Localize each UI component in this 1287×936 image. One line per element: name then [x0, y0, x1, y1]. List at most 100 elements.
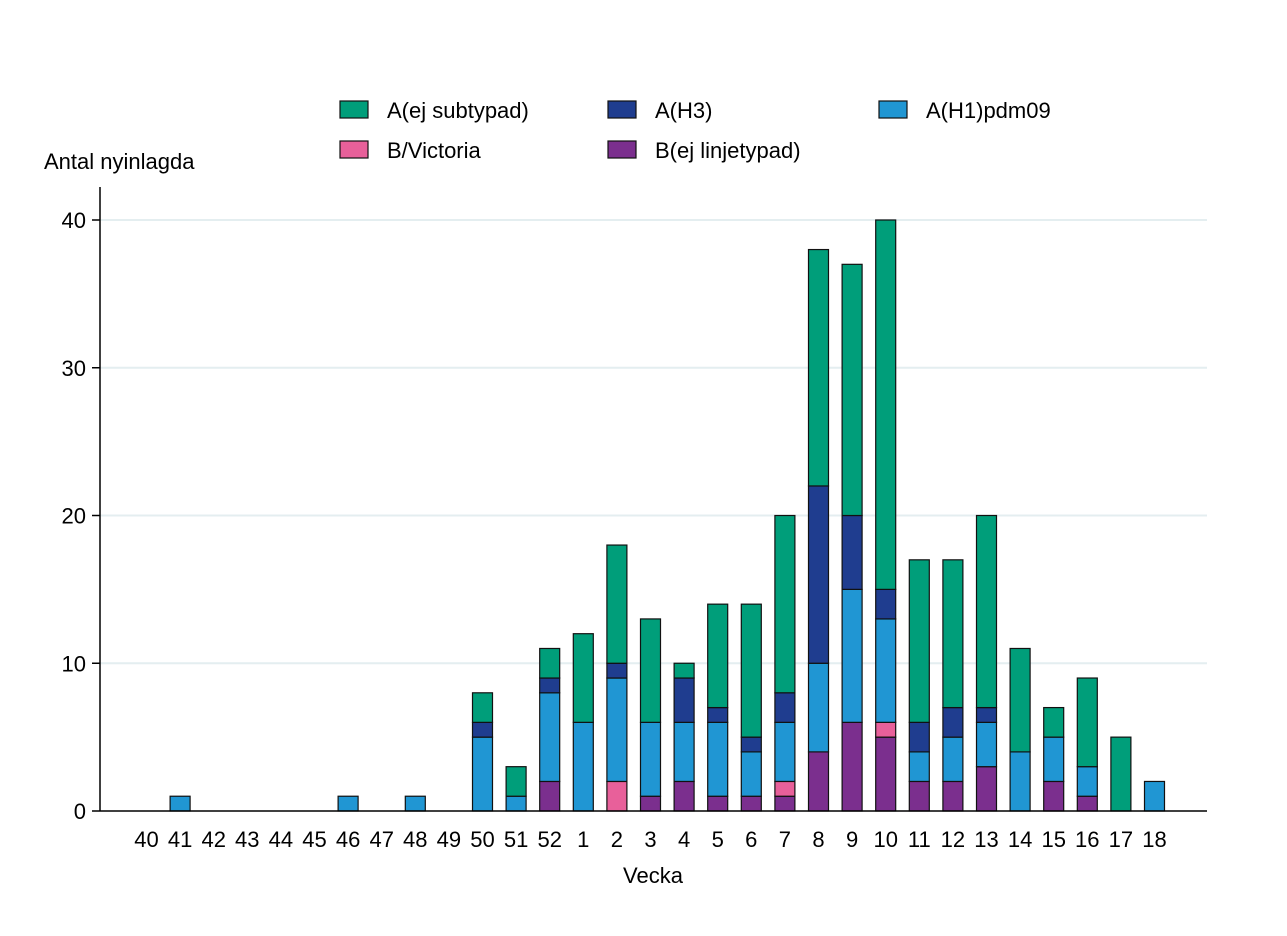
- bar-segment: [908, 780, 930, 812]
- bar-segment: [908, 721, 930, 753]
- bar-segment: [337, 795, 359, 812]
- bar-segment: [875, 721, 897, 738]
- bar-segment: [875, 219, 897, 590]
- x-axis-title: Vecka: [623, 863, 684, 888]
- x-tick-label: 4: [678, 827, 690, 852]
- x-tick-label: 44: [269, 827, 293, 852]
- bar-segment: [539, 677, 561, 694]
- bar-segment: [505, 766, 527, 797]
- x-tick-label: 15: [1041, 827, 1065, 852]
- y-tick-label: 10: [62, 651, 86, 676]
- bar-segment: [740, 795, 762, 812]
- bar-segment: [673, 780, 695, 812]
- bar-segment: [707, 706, 729, 723]
- bar-segment: [807, 248, 830, 487]
- x-tick-label: 40: [134, 827, 158, 852]
- bar-segment: [707, 795, 729, 812]
- bar-segment: [942, 559, 964, 709]
- bar-segment: [975, 514, 998, 709]
- x-tick-label: 46: [336, 827, 360, 852]
- bar-segment: [1043, 780, 1065, 812]
- x-tick-label: 48: [403, 827, 427, 852]
- y-tick-label: 0: [74, 799, 86, 824]
- bar-segment: [908, 751, 930, 783]
- legend-label[interactable]: A(ej subtypad): [387, 98, 529, 123]
- bar-segment: [572, 721, 594, 812]
- legend-swatch[interactable]: [607, 140, 637, 159]
- x-tick-label: 6: [745, 827, 757, 852]
- bar-segment: [707, 721, 729, 797]
- bar-segment: [774, 514, 796, 694]
- bar-segment: [606, 677, 628, 783]
- x-tick-label: 52: [537, 827, 561, 852]
- x-tick-label: 18: [1142, 827, 1166, 852]
- axes: [99, 187, 1207, 812]
- bar-segment: [673, 721, 695, 783]
- bar-segment: [1043, 736, 1065, 783]
- x-tick-label: 12: [941, 827, 965, 852]
- bar-segment: [942, 780, 964, 812]
- legend-label[interactable]: A(H3): [655, 98, 712, 123]
- legend-swatch[interactable]: [339, 140, 369, 159]
- x-tick-label: 11: [908, 827, 931, 852]
- bar-segment: [1076, 795, 1098, 812]
- bar-segment: [1076, 677, 1098, 768]
- x-tick-label: 10: [873, 827, 897, 852]
- legend-label[interactable]: B(ej linjetypad): [655, 138, 801, 163]
- x-tick-label: 1: [577, 827, 589, 852]
- x-tick-label: 41: [168, 827, 192, 852]
- bar-segment: [404, 795, 426, 812]
- bar-segment: [875, 588, 897, 620]
- bar-segment: [505, 795, 527, 812]
- bar-segment: [673, 662, 695, 679]
- bar-segment: [606, 544, 628, 664]
- x-tick-label: 14: [1008, 827, 1032, 852]
- bar-segment: [1009, 647, 1031, 753]
- x-tick-label: 9: [846, 827, 858, 852]
- bar-segment: [1009, 751, 1031, 812]
- legend[interactable]: A(ej subtypad) A(H3) A(H1)pdm09 B/Victoria B…: [339, 98, 1051, 163]
- bar-segment: [606, 780, 628, 812]
- bar-segment: [774, 692, 796, 723]
- bar-segment: [774, 795, 796, 812]
- x-tick-label: 47: [369, 827, 393, 852]
- bar-segment: [908, 559, 930, 723]
- legend-label[interactable]: A(H1)pdm09: [926, 98, 1051, 123]
- bar-segment: [740, 736, 762, 753]
- bar-segment: [606, 662, 628, 679]
- bar-segment: [572, 633, 594, 723]
- bar-segment: [942, 706, 964, 738]
- bar-segment: [875, 736, 897, 812]
- x-tick-label: 17: [1109, 827, 1133, 852]
- bar-segment: [471, 721, 494, 738]
- x-tick-label: 8: [812, 827, 824, 852]
- legend-swatch[interactable]: [607, 100, 637, 119]
- bar-segment: [539, 780, 561, 812]
- x-tick-label: 51: [504, 827, 528, 852]
- legend-swatch[interactable]: [339, 100, 369, 119]
- bar-segment: [807, 662, 830, 753]
- x-tick-label: 16: [1075, 827, 1099, 852]
- x-tick-label: 3: [644, 827, 656, 852]
- y-tick-label: 40: [62, 208, 86, 233]
- x-tick-label: 50: [470, 827, 494, 852]
- bar-segment: [774, 780, 796, 797]
- x-tick-label: 43: [235, 827, 259, 852]
- y-tick-label: 20: [62, 504, 86, 529]
- bar-segment: [807, 751, 830, 812]
- bar-segment: [740, 751, 762, 797]
- bar-segment: [740, 603, 762, 738]
- bar-segment: [471, 736, 494, 812]
- bar-segment: [539, 647, 561, 679]
- bar-segment: [975, 706, 998, 723]
- bar-segment: [707, 603, 729, 709]
- bar-segment: [1043, 706, 1065, 738]
- y-axis-title: Antal nyinlagda: [44, 149, 195, 174]
- bar-segment: [1110, 736, 1132, 812]
- bar-segment: [539, 692, 561, 783]
- bar-segment: [807, 485, 830, 664]
- legend-label[interactable]: B/Victoria: [387, 138, 482, 163]
- legend-swatch[interactable]: [878, 100, 908, 119]
- bar-segment: [841, 263, 863, 517]
